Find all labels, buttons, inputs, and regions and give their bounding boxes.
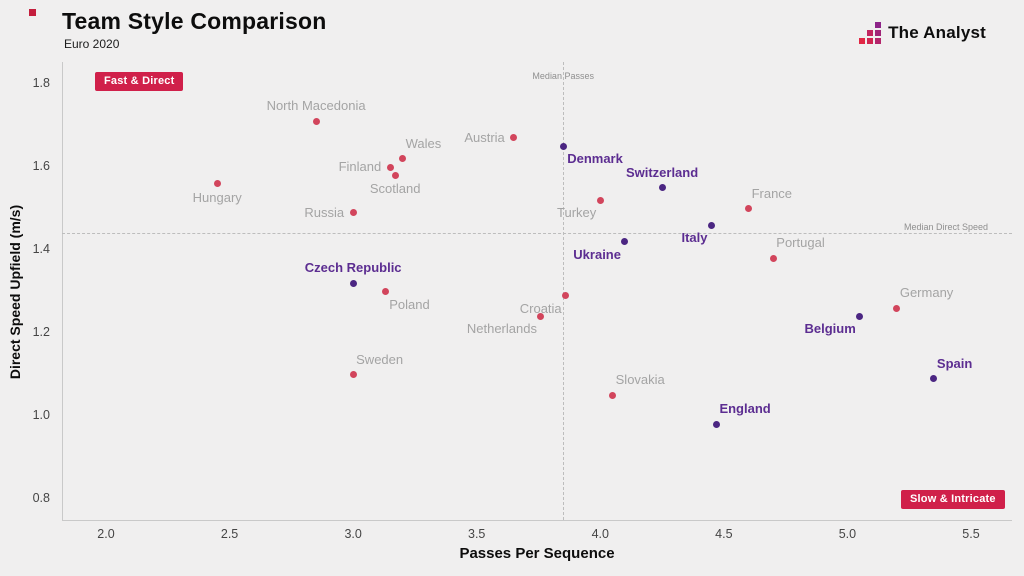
team-dot — [312, 117, 320, 125]
team-label: Austria — [464, 129, 505, 145]
team-dot — [391, 171, 399, 179]
x-tick-label: 5.0 — [838, 527, 857, 541]
x-tick-label: 4.0 — [591, 527, 609, 541]
team-dot — [745, 205, 753, 212]
team-dot — [213, 180, 221, 188]
team-label: Italy — [681, 230, 708, 246]
team-dot — [930, 375, 938, 383]
y-tick-label: 1.4 — [32, 242, 50, 256]
chart-subtitle: Euro 2020 — [64, 37, 120, 51]
y-tick-label: 1.2 — [32, 325, 50, 339]
team-dot — [349, 371, 357, 378]
slow-intricate-badge: Slow & Intricate — [901, 490, 1005, 509]
brand-name: The Analyst — [888, 23, 986, 42]
x-tick-label: 4.5 — [715, 527, 733, 541]
team-label: Russia — [304, 204, 345, 220]
team-dot — [769, 254, 777, 262]
brand-lockup: The Analyst — [859, 22, 986, 44]
team-dot — [399, 155, 407, 163]
team-label: Sweden — [356, 351, 404, 367]
median-passes-label: Median Passes — [532, 71, 594, 81]
x-axis-title: Passes Per Sequence — [459, 545, 615, 562]
team-label: Spain — [936, 355, 973, 371]
team-label: Netherlands — [466, 321, 537, 337]
y-tick-label: 1.8 — [32, 76, 50, 90]
y-tick-label: 1.0 — [32, 408, 50, 422]
team-dot — [856, 312, 864, 320]
team-dot — [658, 184, 666, 192]
fast-direct-badge: Fast & Direct — [95, 72, 184, 91]
page-title: Team Style Comparison — [62, 8, 327, 34]
corner-accent-mark — [29, 9, 36, 16]
team-label: France — [751, 185, 793, 201]
x-tick-label: 3.5 — [468, 527, 486, 541]
team-dot — [381, 288, 389, 295]
team-dot — [386, 163, 394, 171]
team-label: Czech Republic — [304, 260, 402, 276]
median-speed-label: Median Direct Speed — [903, 222, 988, 233]
team-dot — [596, 196, 604, 204]
team-label: Finland — [338, 159, 382, 174]
team-label: Scotland — [369, 181, 421, 197]
team-label: Germany — [899, 285, 954, 301]
team-label: England — [719, 401, 771, 417]
team-dot — [609, 391, 617, 399]
team-label: Hungary — [192, 189, 242, 205]
team-label: Denmark — [567, 151, 623, 167]
team-label: Belgium — [804, 321, 856, 337]
team-dot — [893, 304, 901, 312]
team-dot — [562, 292, 570, 300]
team-label: Poland — [389, 296, 430, 312]
team-label: Portugal — [776, 235, 825, 251]
median-speed-line — [62, 233, 1012, 235]
team-dot — [707, 221, 715, 229]
team-label: Slovakia — [615, 372, 665, 388]
team-dot — [349, 209, 357, 217]
team-dot — [621, 238, 629, 246]
x-axis-line — [62, 520, 1012, 521]
team-label: Switzerland — [625, 164, 699, 180]
y-axis-title: Direct Speed Upfield (m/s) — [7, 204, 23, 380]
y-tick-label: 0.8 — [32, 491, 50, 505]
median-passes-line — [563, 62, 565, 520]
x-tick-label: 2.5 — [220, 527, 239, 541]
team-label: Croatia — [519, 300, 562, 316]
x-tick-label: 2.0 — [97, 527, 115, 541]
team-dot — [559, 142, 567, 150]
y-tick-label: 1.6 — [32, 159, 50, 173]
team-dot — [510, 134, 518, 142]
team-label: Ukraine — [573, 246, 621, 262]
y-axis-line — [62, 62, 63, 521]
team-dot — [349, 279, 357, 287]
x-tick-label: 3.0 — [344, 527, 362, 541]
x-tick-label: 5.5 — [962, 527, 980, 541]
team-dot — [712, 420, 720, 428]
analyst-logo-icon — [859, 22, 882, 44]
team-label: Wales — [405, 135, 442, 151]
team-dot — [537, 312, 545, 320]
team-label: Turkey — [557, 205, 597, 221]
team-label: North Macedonia — [266, 98, 366, 114]
